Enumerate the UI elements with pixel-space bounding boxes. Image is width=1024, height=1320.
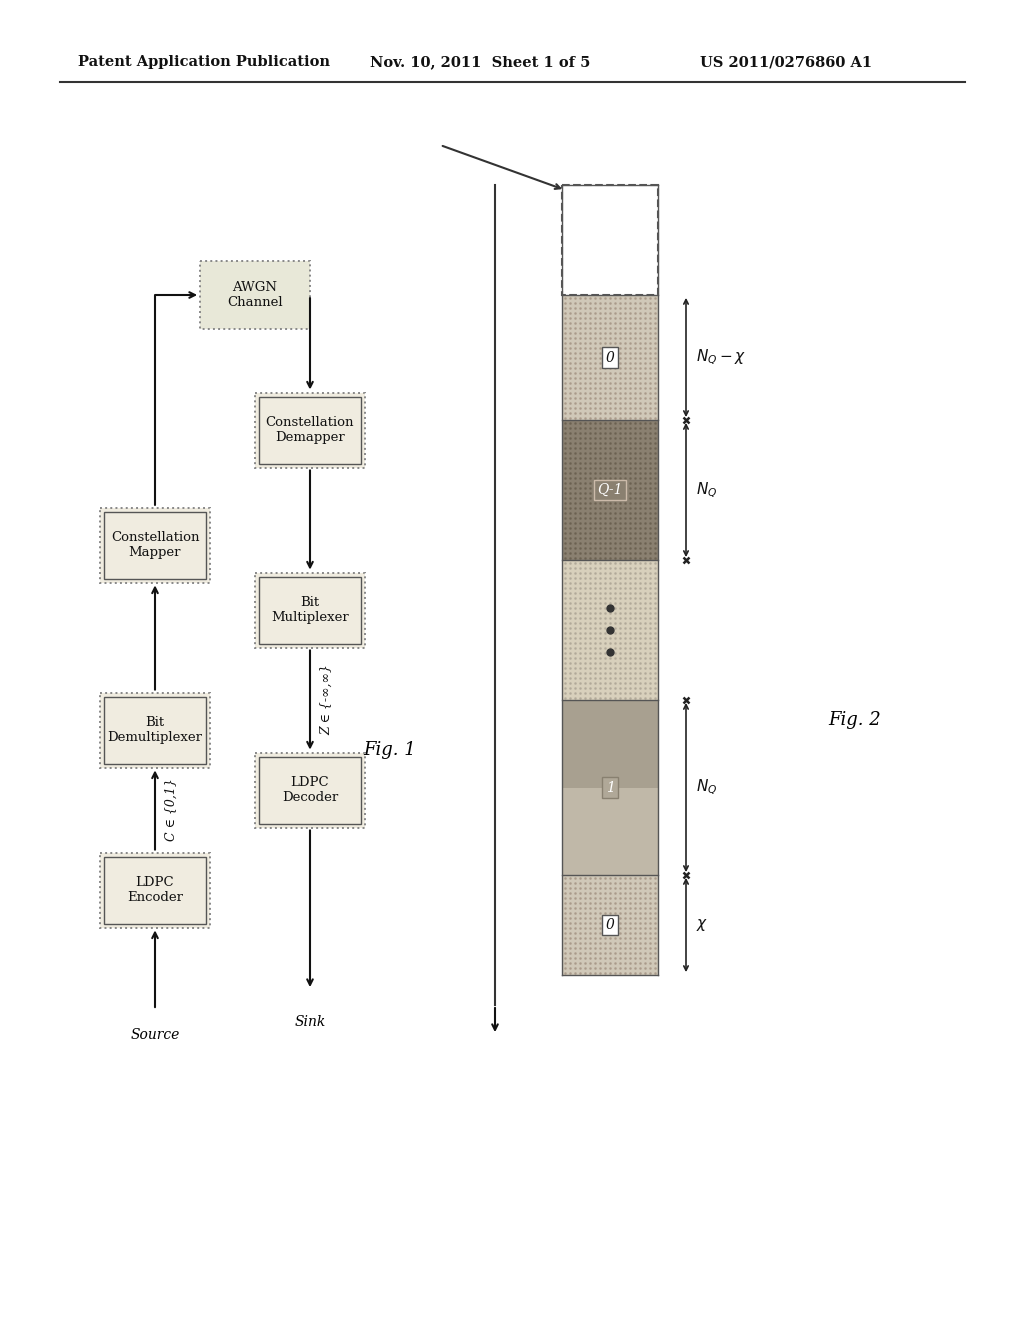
Text: 0: 0 (605, 917, 614, 932)
Text: $N_Q$: $N_Q$ (696, 777, 718, 797)
Text: LDPC
Decoder: LDPC Decoder (282, 776, 338, 804)
Text: 0: 0 (605, 351, 614, 364)
Bar (562, 294, 658, 420)
Bar (562, 875, 658, 975)
Text: Patent Application Publication: Patent Application Publication (78, 55, 330, 69)
Bar (100, 853, 210, 928)
Text: Bit
Multiplexer: Bit Multiplexer (271, 597, 349, 624)
Text: US 2011/0276860 A1: US 2011/0276860 A1 (700, 55, 872, 69)
Bar (100, 507, 210, 582)
Bar (255, 392, 365, 467)
Text: Nov. 10, 2011  Sheet 1 of 5: Nov. 10, 2011 Sheet 1 of 5 (370, 55, 591, 69)
Bar (104, 857, 206, 924)
Bar (255, 573, 365, 648)
Bar (255, 752, 365, 828)
Bar (259, 577, 361, 644)
Text: C ∈ {0,1}: C ∈ {0,1} (165, 779, 178, 841)
Text: Constellation
Demapper: Constellation Demapper (266, 416, 354, 444)
Text: $N_Q-\chi$: $N_Q-\chi$ (696, 348, 746, 367)
Text: Fig. 1: Fig. 1 (364, 741, 417, 759)
Text: AWGN
Channel: AWGN Channel (227, 281, 283, 309)
Text: Bit
Demultiplexer: Bit Demultiplexer (108, 715, 203, 744)
Bar (562, 788, 658, 875)
Text: Source: Source (130, 1028, 179, 1041)
Bar (104, 511, 206, 578)
Text: $N_Q$: $N_Q$ (696, 480, 718, 500)
Bar (259, 396, 361, 463)
Text: Constellation
Mapper: Constellation Mapper (111, 531, 200, 558)
Text: Z ∈ {-∞,∞}: Z ∈ {-∞,∞} (319, 664, 333, 735)
Bar (259, 756, 361, 824)
Bar (562, 420, 658, 560)
Text: $\chi$: $\chi$ (696, 917, 709, 933)
Bar (100, 693, 210, 767)
Bar (200, 261, 310, 329)
Text: Fig. 2: Fig. 2 (828, 711, 882, 729)
Text: Sink: Sink (294, 1015, 326, 1030)
Text: 1: 1 (605, 780, 614, 795)
Bar (562, 560, 658, 700)
Text: Q-1: Q-1 (597, 483, 623, 498)
Bar (562, 700, 658, 788)
Bar (562, 185, 658, 294)
Text: LDPC
Encoder: LDPC Encoder (127, 876, 183, 904)
Bar (104, 697, 206, 763)
